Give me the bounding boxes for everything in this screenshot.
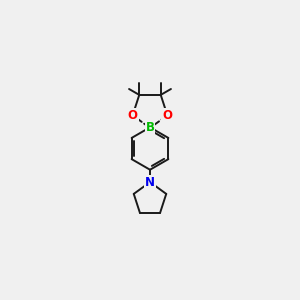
Text: O: O — [162, 109, 172, 122]
Text: O: O — [128, 109, 138, 122]
Text: B: B — [146, 122, 154, 134]
Text: N: N — [145, 176, 155, 189]
